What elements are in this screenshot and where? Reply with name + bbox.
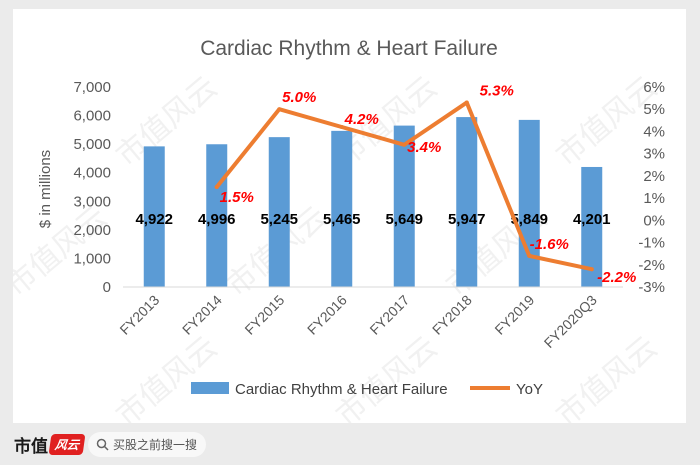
bar-fy2016 <box>331 130 353 287</box>
y-tick-label: 0 <box>103 279 111 296</box>
y2-tick-label: 4% <box>643 123 665 140</box>
y-tick-label: 5,000 <box>73 136 111 153</box>
bar-fy2018 <box>456 117 478 287</box>
y-tick-label: 2,000 <box>73 222 111 239</box>
search-icon <box>96 438 109 451</box>
chart-card: 市值风云市值风云市值风云市值风云市值风云市值风云市值风云市值风云市值风云 Car… <box>13 9 686 423</box>
yoy-point <box>527 253 532 258</box>
y-tick-label: 7,000 <box>73 79 111 96</box>
yoy-value-label: 4.2% <box>344 111 379 128</box>
yoy-point <box>589 267 594 272</box>
yoy-point <box>402 142 407 147</box>
bar-fy2013 <box>143 146 165 287</box>
y2-tick-label: 3% <box>643 146 665 163</box>
yoy-value-label: 5.3% <box>480 83 514 100</box>
yoy-value-label: -2.2% <box>597 269 636 286</box>
x-tick-label: FY2017 <box>366 292 412 338</box>
y2-tick-label: -1% <box>638 235 665 252</box>
x-tick-label: FY2016 <box>304 292 350 338</box>
bar-value-label: 5,465 <box>323 211 361 228</box>
legend-label-bars: Cardiac Rhythm & Heart Failure <box>235 381 448 398</box>
y2-tick-label: 1% <box>643 190 665 207</box>
y2-tick-label: 6% <box>643 79 665 96</box>
yoy-point <box>214 185 219 189</box>
x-tick-label: FY2020Q3 <box>541 292 600 351</box>
x-tick-label: FY2013 <box>116 292 162 338</box>
yoy-value-label: 3.4% <box>407 139 441 156</box>
chart-area: 市值风云市值风云市值风云市值风云市值风云市值风云市值风云市值风云市值风云 Car… <box>13 37 665 423</box>
y-tick-label: 3,000 <box>73 193 111 210</box>
yoy-point <box>339 125 344 129</box>
bar-value-label: 5,245 <box>260 211 298 228</box>
yoy-value-label: -1.6% <box>530 236 569 253</box>
y2-tick-label: 2% <box>643 168 665 185</box>
x-tick-label: FY2015 <box>241 292 287 338</box>
y-axis-right: -3% -2% -1% 0% 1% 2% 3% 4% 5% 6% <box>638 79 665 296</box>
bar-value-label: 4,201 <box>573 211 611 228</box>
chart-title: Cardiac Rhythm & Heart Failure <box>200 37 498 60</box>
y-tick-label: 6,000 <box>73 108 111 125</box>
y-axis-left: 0 1,000 2,000 3,000 4,000 5,000 6,000 7,000 <box>73 79 111 296</box>
bar-value-label: 4,922 <box>135 211 173 228</box>
y2-tick-label: -3% <box>638 279 665 296</box>
yoy-value-label: 5.0% <box>282 89 316 106</box>
legend-label-line: YoY <box>516 381 543 398</box>
bar-series <box>143 117 603 287</box>
footer-bar: 市值 风云 买股之前搜一搜 <box>0 424 700 465</box>
y-axis-title: $ in millions <box>37 150 54 228</box>
bar-value-label: 5,849 <box>510 211 548 228</box>
bar-value-label: 5,947 <box>448 211 486 228</box>
yoy-value-label: 1.5% <box>220 189 254 206</box>
yoy-point <box>464 100 469 105</box>
y2-tick-label: 0% <box>643 212 665 229</box>
bar-data-labels: 4,922 4,996 5,245 5,465 5,649 5,947 5,849 4,201 <box>135 211 610 228</box>
yoy-data-labels: 1.5% 5.0% 4.2% 3.4% 5.3% -1.6% -2.2% <box>220 83 637 287</box>
legend-swatch-bars <box>191 382 229 394</box>
watermark-text: 市值风云 <box>330 330 444 423</box>
x-tick-label: FY2019 <box>491 292 537 338</box>
yoy-point <box>277 107 282 112</box>
y2-tick-label: -2% <box>638 257 665 274</box>
brand-name: 市值 <box>14 436 48 457</box>
bar-fy2020q3 <box>581 166 603 287</box>
legend: Cardiac Rhythm & Heart Failure YoY <box>191 381 543 398</box>
brand-logo[interactable]: 市值 风云 <box>14 432 86 457</box>
yoy-line-series <box>214 100 594 272</box>
search-box[interactable]: 买股之前搜一搜 <box>88 432 206 457</box>
bar-fy2017 <box>393 125 415 287</box>
x-tick-label: FY2018 <box>429 292 475 338</box>
y-tick-label: 1,000 <box>73 250 111 267</box>
brand-badge: 风云 <box>48 433 86 455</box>
bar-value-label: 4,996 <box>198 211 236 228</box>
y2-tick-label: 5% <box>643 101 665 118</box>
bar-value-label: 5,649 <box>385 211 423 228</box>
watermark-text: 市值风云 <box>550 330 664 423</box>
y-tick-label: 4,000 <box>73 165 111 182</box>
bar-fy2015 <box>268 137 290 287</box>
bar-fy2019 <box>518 119 540 287</box>
watermark-text: 市值风云 <box>110 330 224 423</box>
search-placeholder: 买股之前搜一搜 <box>113 438 198 452</box>
